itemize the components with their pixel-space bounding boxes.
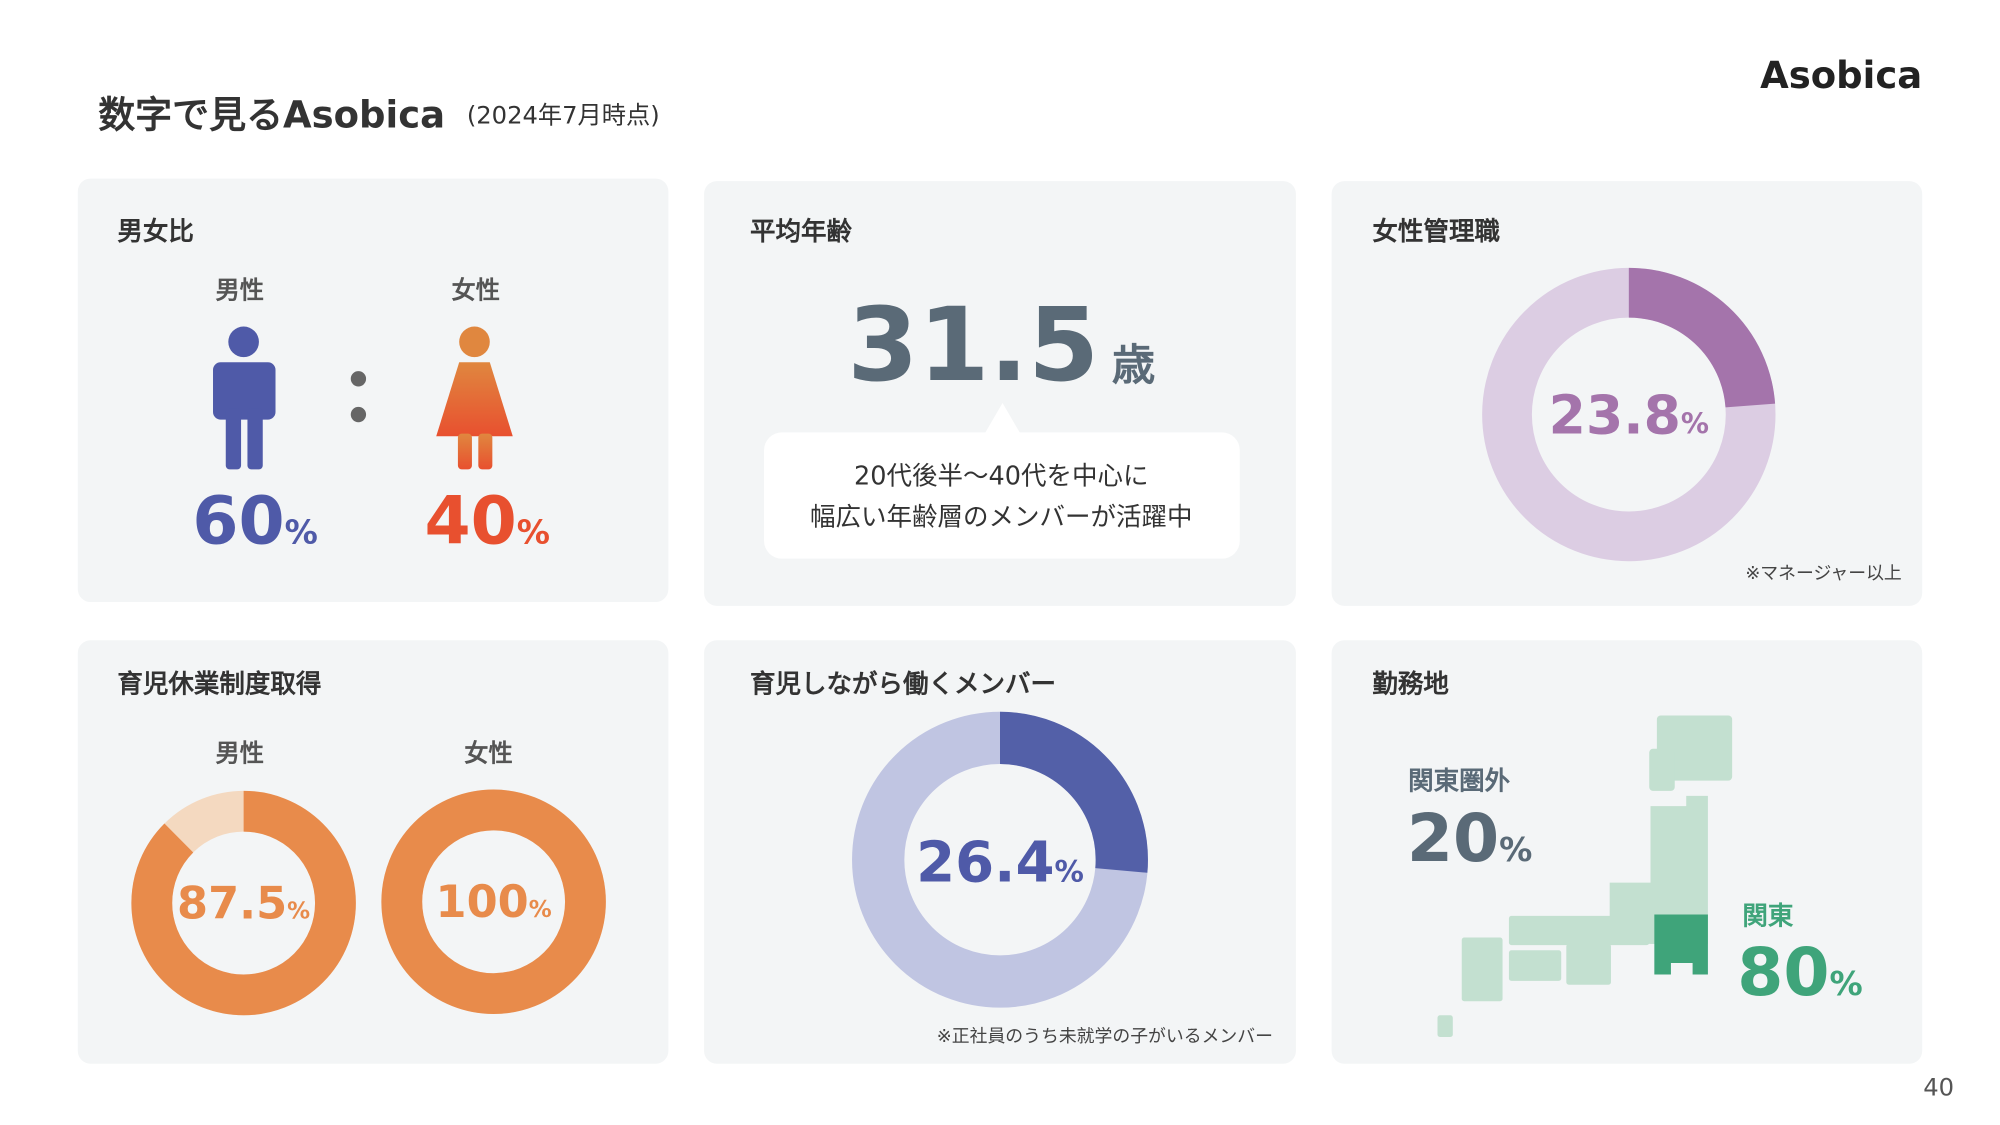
footnote: ※マネージャー以上	[1745, 563, 1901, 584]
bubble-text: 幅広い年齢層のメンバーが活躍中	[810, 503, 1193, 533]
donut-arc	[381, 789, 606, 1015]
donut-arc	[131, 790, 356, 1016]
slide-title: 数字で見るAsobica	[98, 94, 445, 137]
colon	[350, 371, 367, 387]
value: 20%	[1407, 799, 1533, 877]
bubble-pointer	[984, 403, 1021, 434]
value: 87.5%	[177, 877, 310, 929]
label: 男性	[216, 276, 264, 304]
card-title: 育児休業制度取得	[117, 670, 321, 700]
card-title: 平均年齢	[750, 217, 853, 247]
kanto-region	[1654, 914, 1708, 975]
colon	[350, 406, 367, 423]
bubble-text: 20代後半〜40代を中心に	[854, 462, 1148, 492]
page-number: 40	[1923, 1074, 1954, 1102]
card	[1331, 181, 1923, 606]
value: 31.5 歳	[847, 286, 1155, 405]
card	[704, 640, 1296, 1064]
label: 女性	[464, 739, 512, 767]
card-title: 勤務地	[1372, 670, 1449, 700]
logo: Asobica	[1760, 54, 1922, 97]
label: 女性	[452, 276, 500, 304]
value: 100%	[436, 876, 552, 928]
bubble	[764, 432, 1240, 559]
card-title: 育児しながら働くメンバー	[750, 670, 1056, 700]
japan-map	[1437, 715, 1733, 1037]
footnote: ※正社員のうち未就学の子がいるメンバー	[937, 1026, 1273, 1047]
donut-arc	[1482, 267, 1776, 562]
value: 60%	[192, 481, 318, 559]
label: 関東	[1742, 902, 1794, 932]
value: 23.8%	[1549, 384, 1709, 447]
card-title: 男女比	[117, 217, 194, 247]
card	[77, 178, 669, 603]
card-title: 女性管理職	[1372, 217, 1500, 247]
male-icon	[213, 326, 276, 470]
label: 関東圏外	[1408, 767, 1511, 797]
label: 男性	[216, 739, 264, 767]
slide-note: (2024年7月時点)	[467, 102, 660, 130]
card	[77, 640, 669, 1064]
value: 40%	[424, 481, 550, 559]
donut-arc	[852, 711, 1148, 1008]
value: 80%	[1737, 933, 1863, 1011]
value: 26.4%	[916, 830, 1084, 895]
female-icon	[436, 326, 513, 470]
